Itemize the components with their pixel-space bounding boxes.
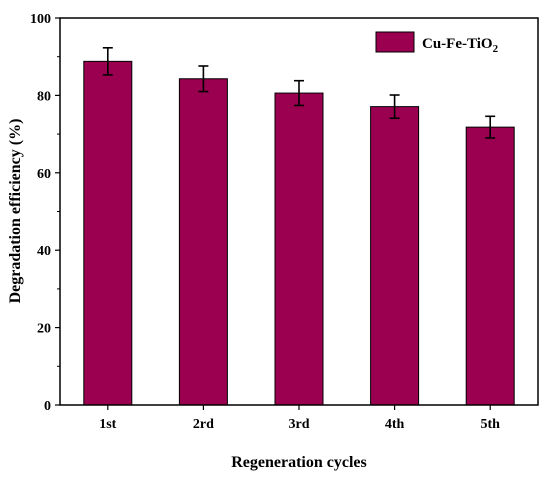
legend-label: Cu-Fe-TiO2 (422, 36, 499, 55)
y-tick-label: 20 (37, 322, 51, 337)
x-tick-label: 2rd (193, 417, 214, 432)
x-tick-label: 3rd (289, 417, 310, 432)
bar (465, 126, 515, 406)
y-tick-label: 0 (44, 399, 51, 414)
x-tick-label: 4th (385, 417, 405, 432)
y-tick-label: 100 (30, 12, 51, 27)
bar (178, 78, 228, 406)
y-axis-title: Degradation efficiency (%) (7, 119, 24, 304)
legend-series-name: Cu-Fe-TiO (422, 36, 493, 52)
legend: Cu-Fe-TiO2 (375, 31, 499, 55)
bar (370, 106, 420, 406)
y-tick-label: 60 (37, 167, 51, 182)
bar (274, 92, 324, 406)
error-bars-layer (102, 46, 496, 139)
y-tick-label: 40 (37, 244, 51, 259)
x-tick-label: 1st (99, 417, 116, 432)
y-axis: 0 20 40 60 80 100 (30, 12, 60, 414)
x-tick-label: 5th (480, 417, 500, 432)
y-tick-label: 80 (37, 89, 51, 104)
bars-layer (83, 60, 515, 406)
x-axis-title: Regeneration cycles (231, 454, 367, 471)
bar (83, 60, 133, 406)
x-axis: 1st 2rd 3rd 4th 5th (99, 405, 500, 432)
legend-series-subscript: 2 (493, 43, 499, 55)
legend-swatch (375, 31, 415, 53)
